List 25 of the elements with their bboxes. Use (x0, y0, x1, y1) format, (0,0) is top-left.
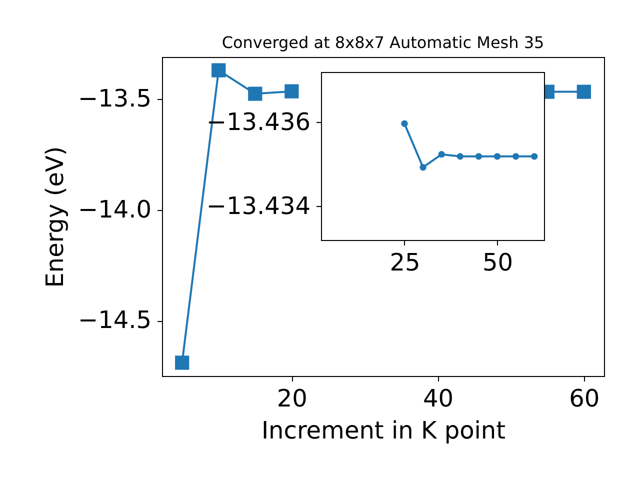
x-tick-label: 20 (276, 384, 308, 412)
x-tick-label: 25 (390, 248, 420, 276)
point (494, 153, 501, 160)
y-axis-title: Energy (eV) (40, 146, 69, 288)
point (438, 150, 445, 158)
point (284, 84, 299, 98)
point (175, 356, 190, 370)
point (456, 153, 464, 160)
x-axis-title: Increment in K point (261, 416, 506, 444)
point (212, 63, 226, 78)
point (512, 153, 520, 160)
y-tick-label: −13.434 (206, 192, 310, 220)
point (475, 153, 482, 160)
point (248, 86, 262, 101)
y-tick-label: −13.5 (78, 84, 152, 113)
x-tick-label: 60 (569, 384, 600, 412)
y-tick-label: −14.0 (78, 195, 152, 224)
x-tick-label: 50 (482, 248, 514, 276)
chart-title: Converged at 8x8x7 Automatic Mesh 35 (222, 33, 544, 52)
x-tick-label: 40 (423, 384, 454, 412)
y-tick-label: −14.5 (78, 306, 152, 334)
point (531, 153, 538, 160)
point (420, 164, 426, 171)
point (401, 120, 408, 128)
point (576, 84, 591, 99)
